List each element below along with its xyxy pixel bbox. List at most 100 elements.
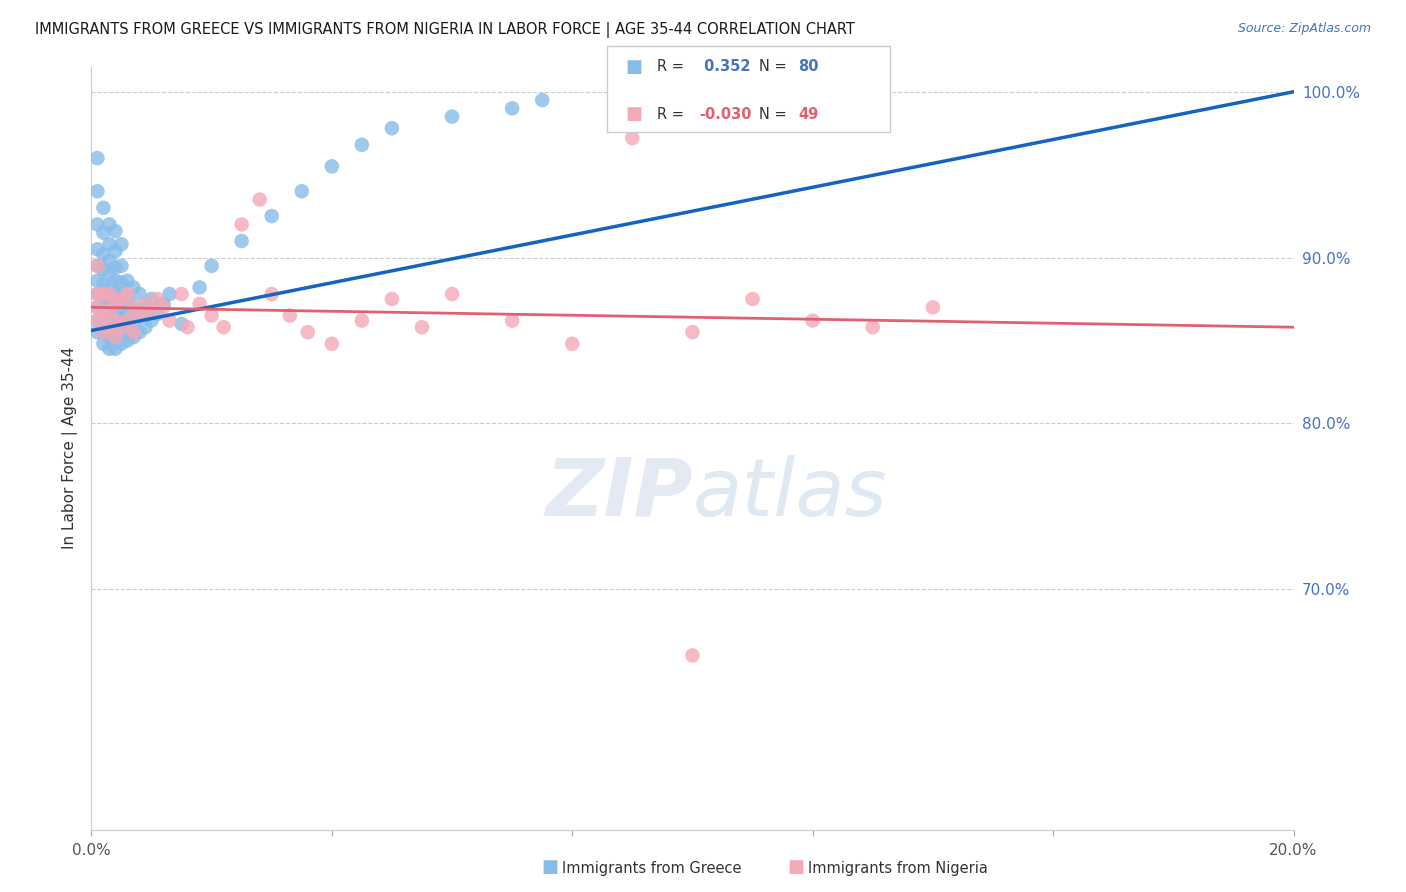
Point <box>141 313 163 327</box>
Point <box>86 301 108 315</box>
Point <box>86 242 108 256</box>
Point <box>152 297 174 311</box>
Point <box>104 342 127 356</box>
Point <box>86 313 108 327</box>
Point <box>86 218 108 232</box>
Point <box>440 110 463 124</box>
Point <box>350 313 373 327</box>
Point <box>141 292 163 306</box>
Point <box>104 309 127 323</box>
Point <box>104 297 127 311</box>
Point <box>231 218 253 232</box>
Point <box>86 274 108 288</box>
Point <box>170 317 193 331</box>
Point <box>152 301 174 315</box>
Text: R =: R = <box>657 107 688 121</box>
Point <box>321 336 343 351</box>
Text: ■: ■ <box>787 858 804 876</box>
Point <box>122 330 145 344</box>
Point <box>93 336 115 351</box>
Point <box>117 334 139 348</box>
Point <box>801 313 824 327</box>
Point <box>621 131 644 145</box>
Text: 49: 49 <box>799 107 818 121</box>
Point <box>104 320 127 334</box>
Point <box>741 292 763 306</box>
Point <box>621 85 644 99</box>
Text: ■: ■ <box>626 105 643 123</box>
Point <box>321 160 343 174</box>
Point <box>681 325 703 339</box>
Point <box>98 303 121 318</box>
Point <box>128 325 150 339</box>
Point <box>117 307 139 321</box>
Point <box>86 184 108 198</box>
Text: ZIP: ZIP <box>546 455 692 533</box>
Point <box>188 297 211 311</box>
Point <box>98 287 121 301</box>
Point <box>86 259 108 273</box>
Text: Immigrants from Nigeria: Immigrants from Nigeria <box>808 861 988 876</box>
Point <box>110 287 132 301</box>
Point <box>291 184 314 198</box>
Point <box>93 313 115 327</box>
Text: N =: N = <box>759 107 792 121</box>
Point <box>104 244 127 258</box>
Point <box>93 325 115 339</box>
Point <box>134 301 156 315</box>
Point <box>93 287 115 301</box>
Point <box>122 301 145 315</box>
Y-axis label: In Labor Force | Age 35-44: In Labor Force | Age 35-44 <box>62 347 77 549</box>
Point <box>297 325 319 339</box>
Point <box>141 303 163 318</box>
Point <box>93 309 115 323</box>
Text: atlas: atlas <box>692 455 887 533</box>
Point <box>122 301 145 315</box>
Point <box>146 307 169 321</box>
Point <box>110 292 132 306</box>
Point <box>86 313 108 327</box>
Point <box>93 226 115 240</box>
Point <box>104 287 127 301</box>
Point <box>681 648 703 663</box>
Point <box>110 325 132 339</box>
Point <box>381 292 404 306</box>
Point <box>260 209 283 223</box>
Point <box>128 309 150 323</box>
Point <box>411 320 433 334</box>
Point <box>260 287 283 301</box>
Point <box>134 320 156 334</box>
Point <box>93 325 115 339</box>
Point <box>98 218 121 232</box>
Point <box>128 287 150 301</box>
Point <box>104 330 127 344</box>
Point <box>86 301 108 315</box>
Point <box>93 288 115 302</box>
Point <box>93 262 115 277</box>
Point <box>86 287 108 301</box>
Point <box>104 313 127 327</box>
Point <box>98 292 121 306</box>
Point <box>231 234 253 248</box>
Point <box>122 317 145 331</box>
Point <box>104 224 127 238</box>
Point <box>159 313 181 327</box>
Point <box>501 313 523 327</box>
Point <box>170 287 193 301</box>
Point <box>110 276 132 290</box>
Point <box>110 301 132 315</box>
Point <box>122 280 145 294</box>
Point <box>110 259 132 273</box>
Point <box>98 237 121 252</box>
Point <box>117 292 139 306</box>
Point <box>104 330 127 344</box>
Point <box>278 309 301 323</box>
Point <box>117 313 139 327</box>
Text: ■: ■ <box>541 858 558 876</box>
Text: Source: ZipAtlas.com: Source: ZipAtlas.com <box>1237 22 1371 36</box>
Point <box>922 301 945 315</box>
Text: Immigrants from Greece: Immigrants from Greece <box>562 861 742 876</box>
Point <box>86 151 108 165</box>
Point <box>110 237 132 252</box>
Point <box>104 274 127 288</box>
